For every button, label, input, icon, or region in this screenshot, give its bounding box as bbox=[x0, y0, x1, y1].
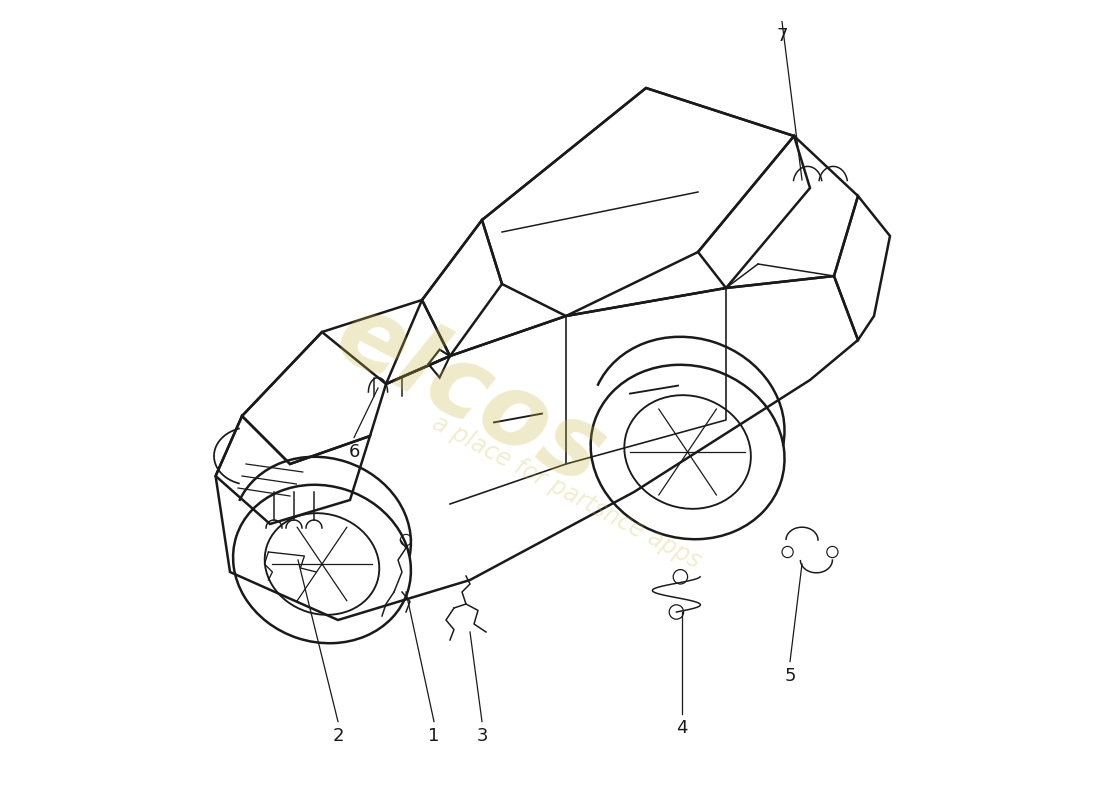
Text: 5: 5 bbox=[784, 667, 795, 685]
Text: 1: 1 bbox=[428, 727, 440, 745]
Text: 2: 2 bbox=[332, 727, 343, 745]
Text: 6: 6 bbox=[349, 443, 360, 461]
Text: 3: 3 bbox=[476, 727, 487, 745]
Text: 7: 7 bbox=[777, 27, 788, 45]
Text: elcos: elcos bbox=[319, 285, 620, 507]
Text: 4: 4 bbox=[676, 719, 688, 737]
Text: a place for partsnce apps: a place for partsnce apps bbox=[428, 411, 704, 573]
